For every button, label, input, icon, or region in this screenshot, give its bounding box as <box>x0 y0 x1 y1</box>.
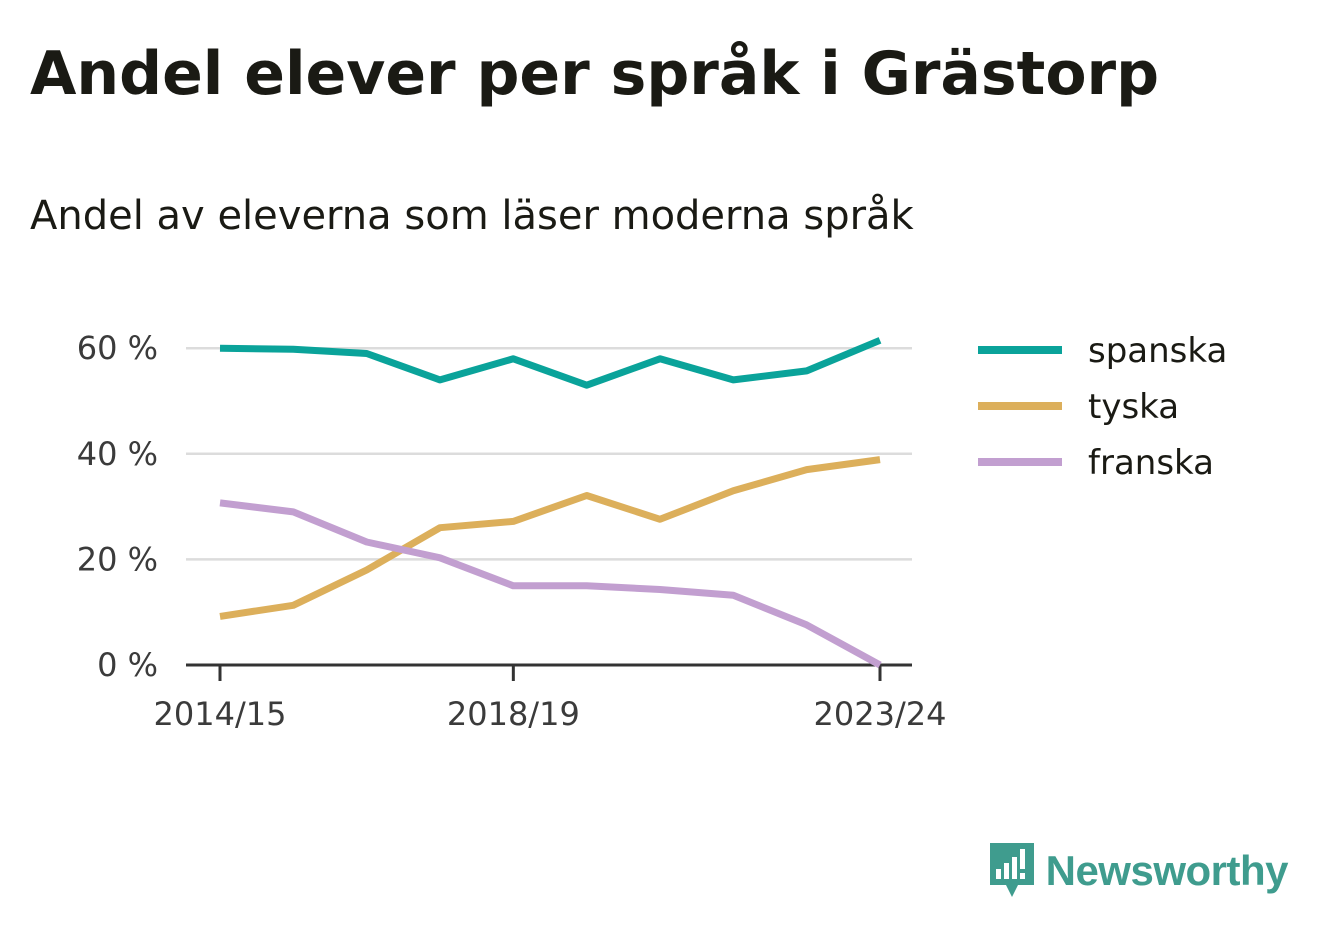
chart-subtitle: Andel av eleverna som läser moderna språ… <box>30 193 914 239</box>
series-line-franska <box>219 499 882 669</box>
y-tick-label: 0 % <box>97 646 158 684</box>
x-tick-label: 2023/24 <box>814 695 947 733</box>
x-axis: 2014/15 2018/19 2023/24 <box>154 663 947 733</box>
chart-title: Andel elever per språk i Grästorp <box>30 39 1160 109</box>
series-line-tyska <box>219 456 881 620</box>
series-line-spanska <box>219 337 882 389</box>
y-tick-label: 40 % <box>77 435 158 473</box>
y-tick-label: 60 % <box>77 329 158 367</box>
legend-label-franska: franska <box>1088 443 1214 483</box>
newsworthy-brand: Newsworthy <box>988 841 1289 901</box>
x-tick-label: 2018/19 <box>447 695 580 733</box>
x-tick-label: 2014/15 <box>154 695 287 733</box>
y-tick-label: 20 % <box>77 540 158 578</box>
newsworthy-logo-icon <box>989 843 1034 897</box>
brand-name: Newsworthy <box>1045 847 1289 894</box>
legend: spanska tyska franska <box>978 331 1227 483</box>
series-lines <box>219 337 882 669</box>
gridlines: 0 % 20 % 40 % 60 % <box>77 329 912 684</box>
legend-label-tyska: tyska <box>1088 387 1179 427</box>
legend-label-spanska: spanska <box>1088 331 1227 371</box>
